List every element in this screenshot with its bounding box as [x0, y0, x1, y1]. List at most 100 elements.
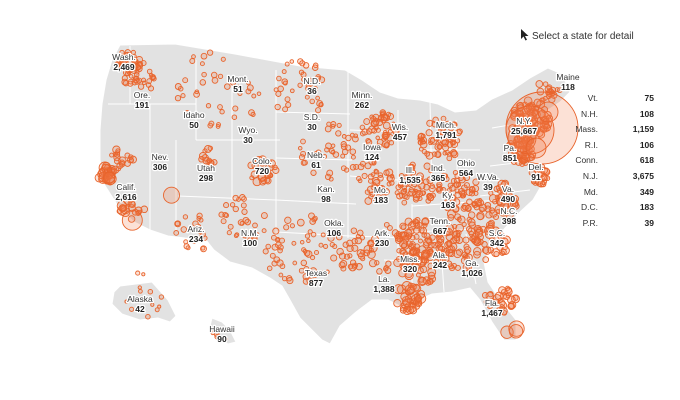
state-label-la[interactable]: La.1,388 [372, 273, 396, 296]
state-name: Nev. [152, 152, 169, 162]
state-label-del[interactable]: Del.91 [527, 161, 545, 184]
hawaii-shape[interactable] [209, 317, 237, 345]
case-dot [370, 115, 377, 123]
ne-row[interactable]: Conn. 618 [564, 155, 654, 171]
state-name: Kan. [317, 184, 335, 194]
state-label-va[interactable]: Va.490 [500, 183, 517, 206]
case-dot [194, 89, 200, 95]
ne-row[interactable]: N.H. 108 [564, 109, 654, 125]
state-label-ind[interactable]: Ind.365 [430, 162, 447, 185]
state-label-wva[interactable]: W.Va.39 [476, 171, 501, 194]
state-label-pa[interactable]: Pa.851 [502, 142, 519, 165]
ne-row[interactable]: N.J. 3,675 [564, 171, 654, 187]
state-name: Okla. [324, 218, 344, 228]
contiguous-us-shape[interactable] [99, 43, 571, 345]
state-label-wyo[interactable]: Wyo.30 [237, 124, 259, 147]
state-label-sc[interactable]: S.C.342 [487, 227, 506, 250]
state-label-nc[interactable]: N.C.398 [499, 205, 519, 228]
ne-row[interactable]: D.C. 183 [564, 202, 654, 218]
case-dot [508, 324, 524, 339]
case-dot [428, 168, 434, 174]
state-label-ill[interactable]: Ill.1,535 [398, 164, 422, 187]
case-dot [371, 127, 378, 134]
state-label-ga[interactable]: Ga.1,026 [460, 257, 484, 280]
ne-row[interactable]: Vt. 75 [564, 93, 654, 109]
state-label-wash[interactable]: Wash.2,469 [111, 51, 137, 74]
case-dot [371, 182, 377, 188]
case-dot [284, 96, 291, 103]
case-dot [119, 205, 127, 212]
ne-row[interactable]: P.R. 39 [564, 218, 654, 234]
state-label-ark[interactable]: Ark.230 [373, 227, 391, 250]
state-label-tenn[interactable]: Tenn.667 [428, 215, 451, 238]
case-dot [239, 220, 245, 226]
state-label-kan[interactable]: Kan.98 [316, 183, 336, 206]
state-name: Mont. [227, 74, 248, 84]
ne-row[interactable]: R.I. 106 [564, 140, 654, 156]
case-dot [282, 106, 289, 113]
state-label-miss[interactable]: Miss.320 [399, 253, 421, 276]
state-name: S.D. [304, 112, 321, 122]
state-label-ky[interactable]: Ky.163 [440, 189, 457, 212]
case-dot [115, 166, 122, 172]
state-label-mont[interactable]: Mont.51 [226, 73, 250, 96]
case-dot [241, 208, 248, 215]
state-label-calif[interactable]: Calif.2,616 [114, 181, 138, 204]
ne-state-name: N.J. [582, 170, 598, 181]
case-dot [240, 202, 247, 209]
ne-row[interactable]: Mass. 1,159 [564, 124, 654, 140]
state-label-ariz[interactable]: Ariz.234 [186, 223, 206, 246]
state-label-mo[interactable]: Mo.183 [373, 184, 390, 207]
case-dot [484, 205, 492, 213]
state-label-neb[interactable]: Neb.61 [306, 149, 327, 172]
state-label-okla[interactable]: Okla.106 [323, 217, 345, 240]
case-dot [496, 187, 503, 194]
state-border-line [411, 199, 501, 207]
state-label-ore[interactable]: Ore.191 [132, 89, 151, 112]
state-label-ala[interactable]: Ala.242 [431, 249, 448, 272]
state-label-colo[interactable]: Colo.720 [251, 155, 273, 178]
state-label-nm[interactable]: N.M.100 [240, 227, 261, 250]
case-dot [383, 266, 389, 272]
case-dot [296, 218, 305, 227]
case-dot [428, 140, 433, 146]
alaska-shape[interactable] [111, 281, 177, 323]
case-dot [208, 120, 215, 127]
case-dot [183, 243, 190, 250]
case-dot [236, 197, 241, 202]
case-dot [309, 98, 315, 105]
state-label-nev[interactable]: Nev.306 [150, 151, 169, 174]
case-dot [251, 161, 259, 170]
state-count: 51 [233, 84, 243, 94]
state-label-ny[interactable]: N.Y.25,667 [510, 115, 539, 138]
state-label-nd[interactable]: N.D.36 [302, 75, 322, 98]
case-dot [282, 80, 288, 86]
state-label-sd[interactable]: S.D.30 [302, 111, 321, 134]
case-dot [174, 94, 182, 102]
case-dot [432, 259, 440, 266]
state-name: Iowa [363, 142, 381, 152]
state-label-minn[interactable]: Minn.262 [350, 89, 373, 112]
case-dot [393, 284, 404, 295]
case-dot [217, 73, 224, 80]
hint-text: Select a state for detail [532, 31, 634, 42]
case-dot [245, 88, 252, 95]
state-name: Pa. [504, 143, 517, 153]
ne-row[interactable]: Md. 349 [564, 187, 654, 203]
case-dot [375, 135, 380, 141]
case-dot [233, 233, 239, 239]
state-label-mich[interactable]: Mich.1,791 [434, 119, 458, 142]
case-dot [458, 175, 466, 184]
state-label-wis[interactable]: Wis.457 [390, 121, 409, 144]
state-label-fla[interactable]: Fla.1,467 [480, 297, 504, 320]
